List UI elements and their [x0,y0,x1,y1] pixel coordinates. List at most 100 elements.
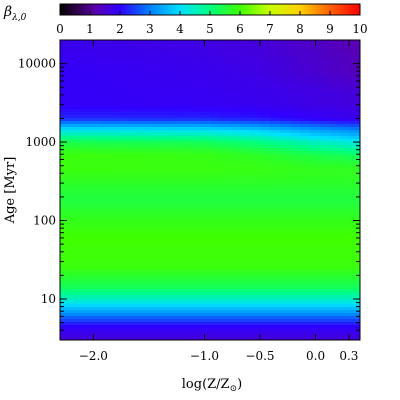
heatmap-cell [160,208,171,212]
heatmap-cell [150,157,161,161]
heatmap-cell [340,136,351,140]
heatmap-cell [230,193,241,197]
heatmap-cell [300,223,311,227]
heatmap-cell [270,238,281,242]
heatmap-cell [70,55,81,59]
heatmap-cell [190,331,201,335]
heatmap-cell [180,316,191,320]
heatmap-cell [170,142,181,146]
heatmap-cell [220,328,231,332]
heatmap-cell [130,175,141,179]
heatmap-cell [160,193,171,197]
heatmap-cell [230,328,241,332]
heatmap-cell [230,55,241,59]
heatmap-cell [60,289,71,293]
heatmap-cell [210,274,221,278]
heatmap-cell [230,235,241,239]
heatmap-cell [340,319,351,323]
heatmap-cell [100,112,111,116]
heatmap-cell [60,232,71,236]
heatmap-cell [100,208,111,212]
heatmap-cell [290,319,301,323]
heatmap-cell [70,142,81,146]
heatmap-cell [280,46,291,50]
heatmap-cell [60,112,71,116]
heatmap-cell [320,334,331,338]
heatmap-cell [90,100,101,104]
heatmap-cell [270,220,281,224]
heatmap-cell [320,58,331,62]
heatmap-cell [220,331,231,335]
heatmap-cell [220,124,231,128]
heatmap-cell [270,262,281,266]
heatmap-cell [260,286,271,290]
heatmap-cell [340,166,351,170]
heatmap-cell [210,298,221,302]
heatmap-cell [310,193,321,197]
heatmap-cell [80,304,91,308]
heatmap-cell [260,256,271,260]
heatmap-cell [190,112,201,116]
heatmap-cell [110,49,121,53]
heatmap-cell [220,133,231,137]
heatmap-cell [230,310,241,314]
heatmap-cell [180,298,191,302]
heatmap-cell [320,70,331,74]
heatmap-cell [340,331,351,335]
heatmap-cell [130,208,141,212]
heatmap-cell [180,214,191,218]
heatmap-cell [170,55,181,59]
heatmap-cell [80,196,91,200]
heatmap-cell [100,313,111,317]
heatmap-cell [310,106,321,110]
heatmap-cell [120,136,131,140]
heatmap-cell [290,202,301,206]
heatmap-cell [130,58,141,62]
heatmap-cell [200,322,211,326]
heatmap-cell [320,145,331,149]
heatmap-cell [150,190,161,194]
heatmap-cell [140,331,151,335]
heatmap-cell [270,154,281,158]
heatmap-cell [220,142,231,146]
heatmap-cell [330,250,341,254]
heatmap-cell [270,277,281,281]
heatmap-cell [260,91,271,95]
heatmap-cell [320,127,331,131]
heatmap-cell [170,307,181,311]
heatmap-cell [70,70,81,74]
heatmap-cell [280,247,291,251]
heatmap-cell [80,169,91,173]
heatmap-cell [70,253,81,257]
heatmap-cell [170,94,181,98]
heatmap-cell [100,223,111,227]
heatmap-cell [260,43,271,47]
heatmap-cell [160,256,171,260]
heatmap-cell [320,295,331,299]
heatmap-cell [240,196,251,200]
heatmap-cell [340,337,351,340]
heatmap-cell [80,211,91,215]
heatmap-cell [130,154,141,158]
heatmap-cell [90,316,101,320]
heatmap-cell [90,148,101,152]
heatmap-cell [250,43,261,47]
heatmap-cell [190,67,201,71]
heatmap-cell [200,319,211,323]
heatmap-cell [340,40,351,44]
heatmap-cell [220,280,231,284]
heatmap-cell [300,316,311,320]
heatmap-cell [110,298,121,302]
heatmap-cell [70,172,81,176]
heatmap-cell [340,163,351,167]
heatmap-cell [330,175,341,179]
heatmap-cell [180,52,191,56]
heatmap-cell [220,172,231,176]
heatmap-cell [140,121,151,125]
heatmap-cell [290,280,301,284]
heatmap-cell [300,313,311,317]
heatmap-cell [340,223,351,227]
heatmap-cell [90,178,101,182]
heatmap-cell [150,292,161,296]
heatmap-cell [310,295,321,299]
